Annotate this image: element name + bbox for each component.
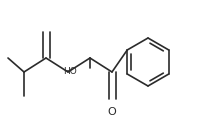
Text: HO: HO <box>63 67 77 76</box>
Text: O: O <box>108 107 116 117</box>
